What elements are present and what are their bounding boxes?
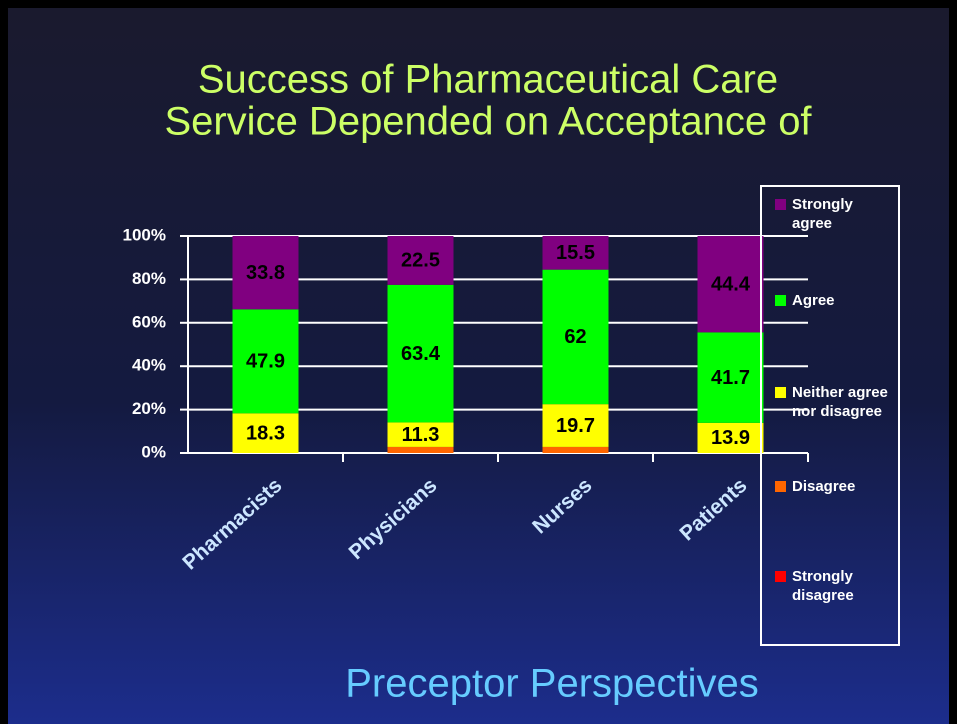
x-tick-label: Pharmacists [178, 474, 286, 575]
legend-swatch [775, 481, 786, 492]
data-label: 44.4 [711, 273, 751, 295]
legend-swatch [775, 295, 786, 306]
data-label: 18.3 [246, 422, 285, 444]
data-label: 33.8 [246, 262, 285, 284]
y-tick-label: 20% [132, 399, 166, 418]
data-label: 13.9 [711, 427, 750, 449]
legend-label: Agree [792, 292, 835, 309]
legend-label: Disagree [792, 478, 856, 495]
legend-swatch [775, 199, 786, 210]
bar-segment [697, 422, 764, 453]
legend-label: Neither agree nor disagree [792, 384, 888, 420]
data-label: 19.7 [556, 415, 595, 437]
legend-swatch [775, 571, 786, 582]
bar-segment [232, 309, 299, 414]
data-label: 22.5 [401, 250, 440, 272]
legend-entry: Agree [775, 291, 894, 310]
legend-entry: Neither agree nor disagree [775, 383, 894, 421]
data-label: 11.3 [402, 424, 440, 446]
subtitle: Preceptor Perspectives [345, 662, 759, 706]
title-line: Success of Pharmaceutical Care [198, 58, 778, 102]
bar-segment [542, 269, 609, 405]
bar-segment [542, 404, 609, 447]
title-line: Service Depended on Acceptance of [164, 100, 812, 144]
data-label: 62 [564, 326, 586, 348]
bar-segment [232, 413, 299, 453]
legend-entry: Strongly agree [775, 195, 894, 233]
legend-entry: Disagree [775, 477, 894, 496]
x-tick-label: Physicians [345, 474, 442, 565]
bar-segment [387, 446, 454, 453]
data-label: 41.7 [711, 367, 750, 389]
legend-label: Strongly agree [792, 196, 853, 232]
y-tick-label: 80% [132, 269, 166, 288]
y-tick-label: 0% [141, 442, 166, 461]
y-tick-label: 60% [132, 312, 166, 331]
data-label: 15.5 [556, 242, 595, 264]
legend: Strongly agree Agree Neither agree nor dis… [760, 185, 900, 646]
data-label: 63.4 [401, 343, 441, 365]
bar-segment [697, 236, 764, 333]
legend-entry: Strongly disagree [775, 567, 894, 605]
bar-segment [542, 446, 609, 453]
bar-segment [542, 236, 609, 270]
bar-segment [387, 236, 454, 285]
legend-swatch [775, 387, 786, 398]
bar-segment [387, 284, 454, 423]
bar-segment [232, 236, 299, 310]
data-label: 47.9 [246, 351, 285, 373]
y-tick-label: 100% [123, 225, 166, 244]
bar-segment [697, 332, 764, 423]
legend-label: Strongly disagree [792, 568, 854, 604]
x-tick-label: Patients [675, 474, 751, 546]
x-tick-label: Nurses [528, 474, 596, 539]
y-tick-label: 40% [132, 356, 166, 375]
bar-segment [387, 422, 454, 447]
